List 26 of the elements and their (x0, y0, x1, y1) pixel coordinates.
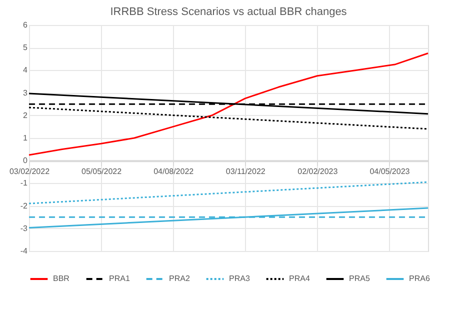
y-tick-label: -1 (20, 178, 28, 188)
x-tick-label: 03/02/2022 (9, 167, 50, 176)
y-tick-label: 1 (23, 134, 28, 142)
legend-label: PRA4 (289, 274, 310, 283)
x-tick-label: 05/05/2022 (82, 167, 122, 176)
line-series (28, 52, 429, 156)
y-tick-label: -4 (20, 246, 28, 256)
y-tick-label: -2 (20, 201, 28, 210)
y-tick-label: 4 (23, 66, 28, 75)
legend-label: PRA1 (109, 274, 130, 283)
y-tick-label: 6 (23, 20, 28, 30)
legend-label: PRA5 (349, 274, 370, 283)
y-tick-label: -3 (20, 224, 28, 233)
chart-title: IRRBB Stress Scenarios vs actual BBR changes (110, 6, 348, 18)
y-tick-label: 3 (23, 88, 28, 98)
y-tick-label: 0 (23, 156, 28, 166)
x-tick-label: 02/02/2023 (298, 167, 338, 176)
x-tick-label: 04/05/2023 (370, 167, 410, 176)
legend-label: BBR (53, 274, 70, 283)
y-tick-label: 5 (23, 43, 28, 52)
legend-label: PRA6 (409, 274, 430, 283)
legend-label: PRA2 (169, 274, 190, 283)
x-tick-label: 03/11/2022 (226, 167, 266, 176)
legend-label: PRA3 (229, 274, 250, 283)
y-tick-label: 2 (23, 110, 28, 120)
x-tick-label: 04/08/2022 (154, 167, 194, 176)
